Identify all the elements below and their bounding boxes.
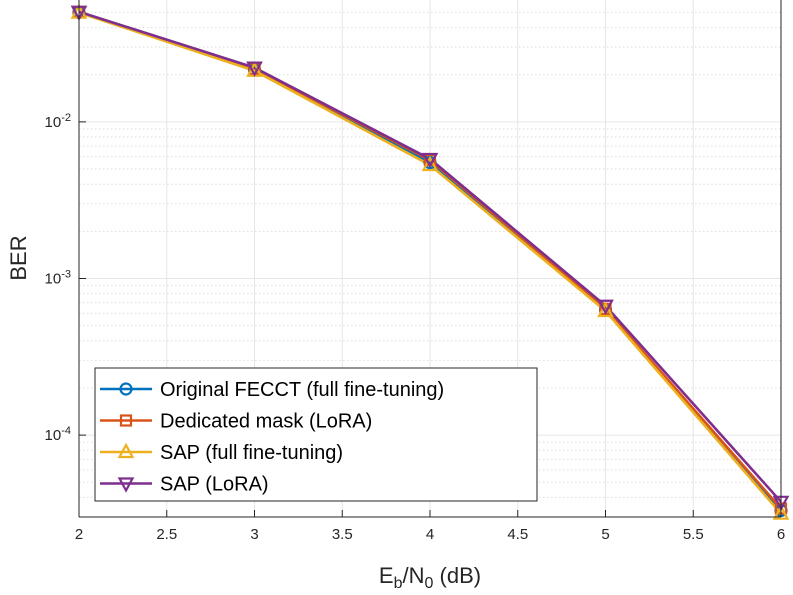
legend-label: SAP (full fine-tuning)	[160, 442, 343, 464]
y-tick-label: 10-2	[45, 112, 71, 131]
y-tick-labels: 10-4 10-3 10-2	[45, 112, 71, 444]
legend-marker	[119, 414, 133, 427]
legend-label: Dedicated mask (LoRA)	[160, 411, 372, 433]
x-axis-label: Eb/N0 (dB)	[379, 563, 481, 592]
x-tick-label: 4	[426, 526, 434, 543]
x-tick-labels: 2 2.5 3 3.5 4 4.5 5 5.5 6	[75, 526, 785, 543]
x-axis-label-sub2: 0	[425, 575, 434, 592]
x-tick-label: 3	[250, 526, 258, 543]
data-point-series-4	[421, 152, 439, 169]
x-tick-label: 5.5	[683, 526, 704, 543]
data-point-series-3	[597, 301, 614, 318]
legend-marker	[119, 382, 133, 396]
x-tick-label: 2.5	[156, 526, 177, 543]
x-axis-label-unit: (dB)	[433, 563, 481, 588]
data-point-series-4	[246, 61, 263, 77]
y-axis-label: BER	[6, 235, 31, 280]
data-point-series-4	[597, 299, 614, 316]
data-point-series-3	[421, 155, 439, 172]
legend-label: SAP (LoRA)	[160, 474, 269, 496]
legend-marker	[117, 477, 135, 493]
x-axis-label-slash: /N	[403, 563, 425, 588]
y-tick-label: 10-4	[45, 425, 71, 444]
x-axis-label-sub1: b	[394, 575, 403, 592]
x-tick-label: 4.5	[507, 526, 528, 543]
x-axis-label-main: E	[379, 563, 394, 588]
legend-label: Original FECCT (full fine-tuning)	[160, 379, 444, 401]
legend-items: Original FECCT (full fine-tuning) Dedicat…	[100, 379, 444, 496]
legend-box	[94, 367, 538, 502]
x-tick-label: 3.5	[332, 526, 353, 543]
x-tick-label: 2	[75, 526, 83, 543]
legend: Original FECCT (full fine-tuning) Dedicat…	[94, 367, 538, 502]
data-point-series-3	[772, 504, 790, 520]
x-tick-label: 5	[601, 526, 609, 543]
x-tick-label: 6	[777, 526, 785, 543]
legend-marker	[117, 442, 135, 459]
y-tick-label: 10-3	[45, 268, 71, 287]
axes	[78, 0, 782, 518]
